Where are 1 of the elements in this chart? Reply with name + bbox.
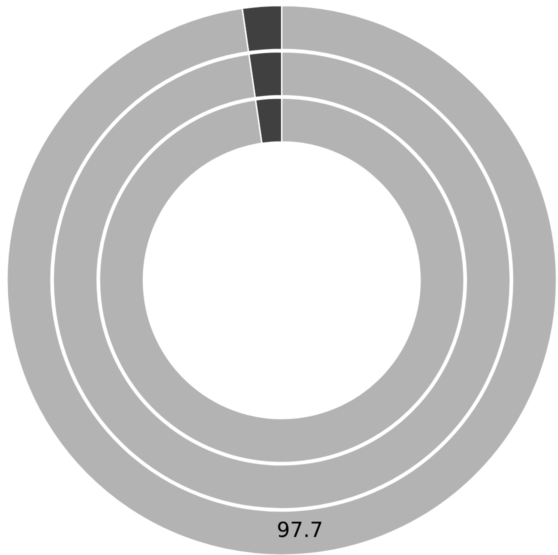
data-label: 97.7	[278, 522, 322, 538]
